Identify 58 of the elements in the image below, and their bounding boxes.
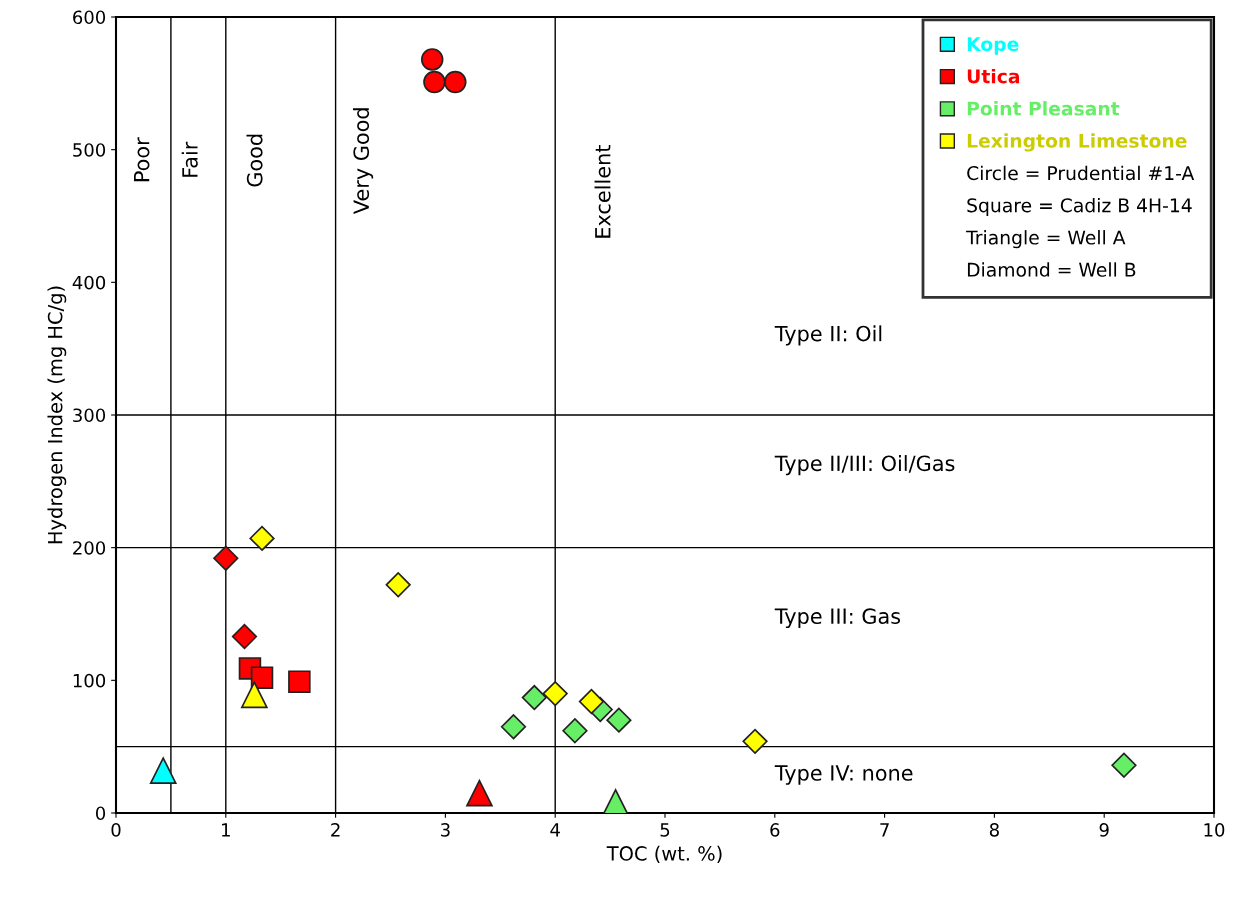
x-tick-label: 7: [880, 823, 889, 837]
annotation: Square = Cadiz B 4H-14: [967, 197, 1192, 217]
x-tick-label: 8: [989, 823, 999, 837]
y-tick-label: 300: [73, 408, 106, 423]
annotation: Type II/III: Oil/Gas: [774, 455, 955, 476]
legend-label: Lexington Limestone: [967, 133, 1187, 152]
point: [288, 670, 311, 693]
point: [420, 48, 444, 71]
point: [602, 789, 629, 813]
annotation: Type II: Oil: [774, 325, 882, 346]
point: [423, 70, 446, 94]
point: [249, 525, 275, 552]
legend-label: Kope: [967, 37, 1019, 55]
point: [149, 757, 177, 784]
point: [250, 666, 274, 689]
annotation: Type III: Gas: [774, 608, 901, 629]
x-tick-label: 4: [550, 823, 560, 837]
y-tick-label: 600: [73, 10, 106, 25]
annotation: Fair: [181, 141, 198, 177]
point: [466, 779, 493, 807]
x-tick-label: 10: [1204, 823, 1225, 837]
x-tick-label: 1: [222, 823, 230, 837]
y-tick-label: 500: [73, 143, 106, 157]
x-tick-label: 9: [1099, 823, 1109, 837]
x-tick-label: 6: [770, 823, 780, 837]
y-tick-label: 400: [72, 275, 106, 290]
point: [500, 714, 527, 740]
point: [444, 70, 467, 94]
x-tick-label: 0: [111, 823, 121, 837]
point: [562, 718, 588, 744]
point: [542, 680, 568, 707]
annotation: Good: [246, 134, 263, 187]
annotation: Excellent: [594, 145, 611, 238]
annotation: Type IV: none: [774, 765, 913, 785]
annotation: Diamond = Well B: [967, 262, 1136, 277]
point: [231, 623, 258, 650]
annotation: Very Good: [352, 108, 374, 215]
point: [241, 681, 268, 709]
point: [1111, 752, 1137, 778]
point: [385, 572, 411, 598]
legend-label: Point Pleasant: [967, 101, 1120, 116]
x-tick-label: 2: [331, 823, 340, 837]
annotation: Poor: [134, 137, 150, 182]
point: [521, 684, 547, 711]
x-tick-label: 5: [660, 823, 670, 837]
point: [213, 545, 239, 571]
x-tick-label: 3: [441, 823, 450, 837]
point: [578, 688, 605, 715]
point: [742, 728, 768, 754]
y-tick-label: 200: [73, 541, 106, 555]
legend-label: Utica: [967, 68, 1020, 84]
annotation: Circle = Prudential #1-A: [967, 165, 1195, 181]
point: [606, 707, 632, 733]
annotation: Triangle = Well A: [966, 230, 1126, 249]
y-tick-label: 0: [95, 806, 106, 821]
x-axis-title: TOC (wt. %): [606, 845, 722, 864]
y-axis-title: Hydrogen Index (mg HC/g): [47, 286, 67, 544]
y-tick-label: 100: [73, 673, 106, 688]
